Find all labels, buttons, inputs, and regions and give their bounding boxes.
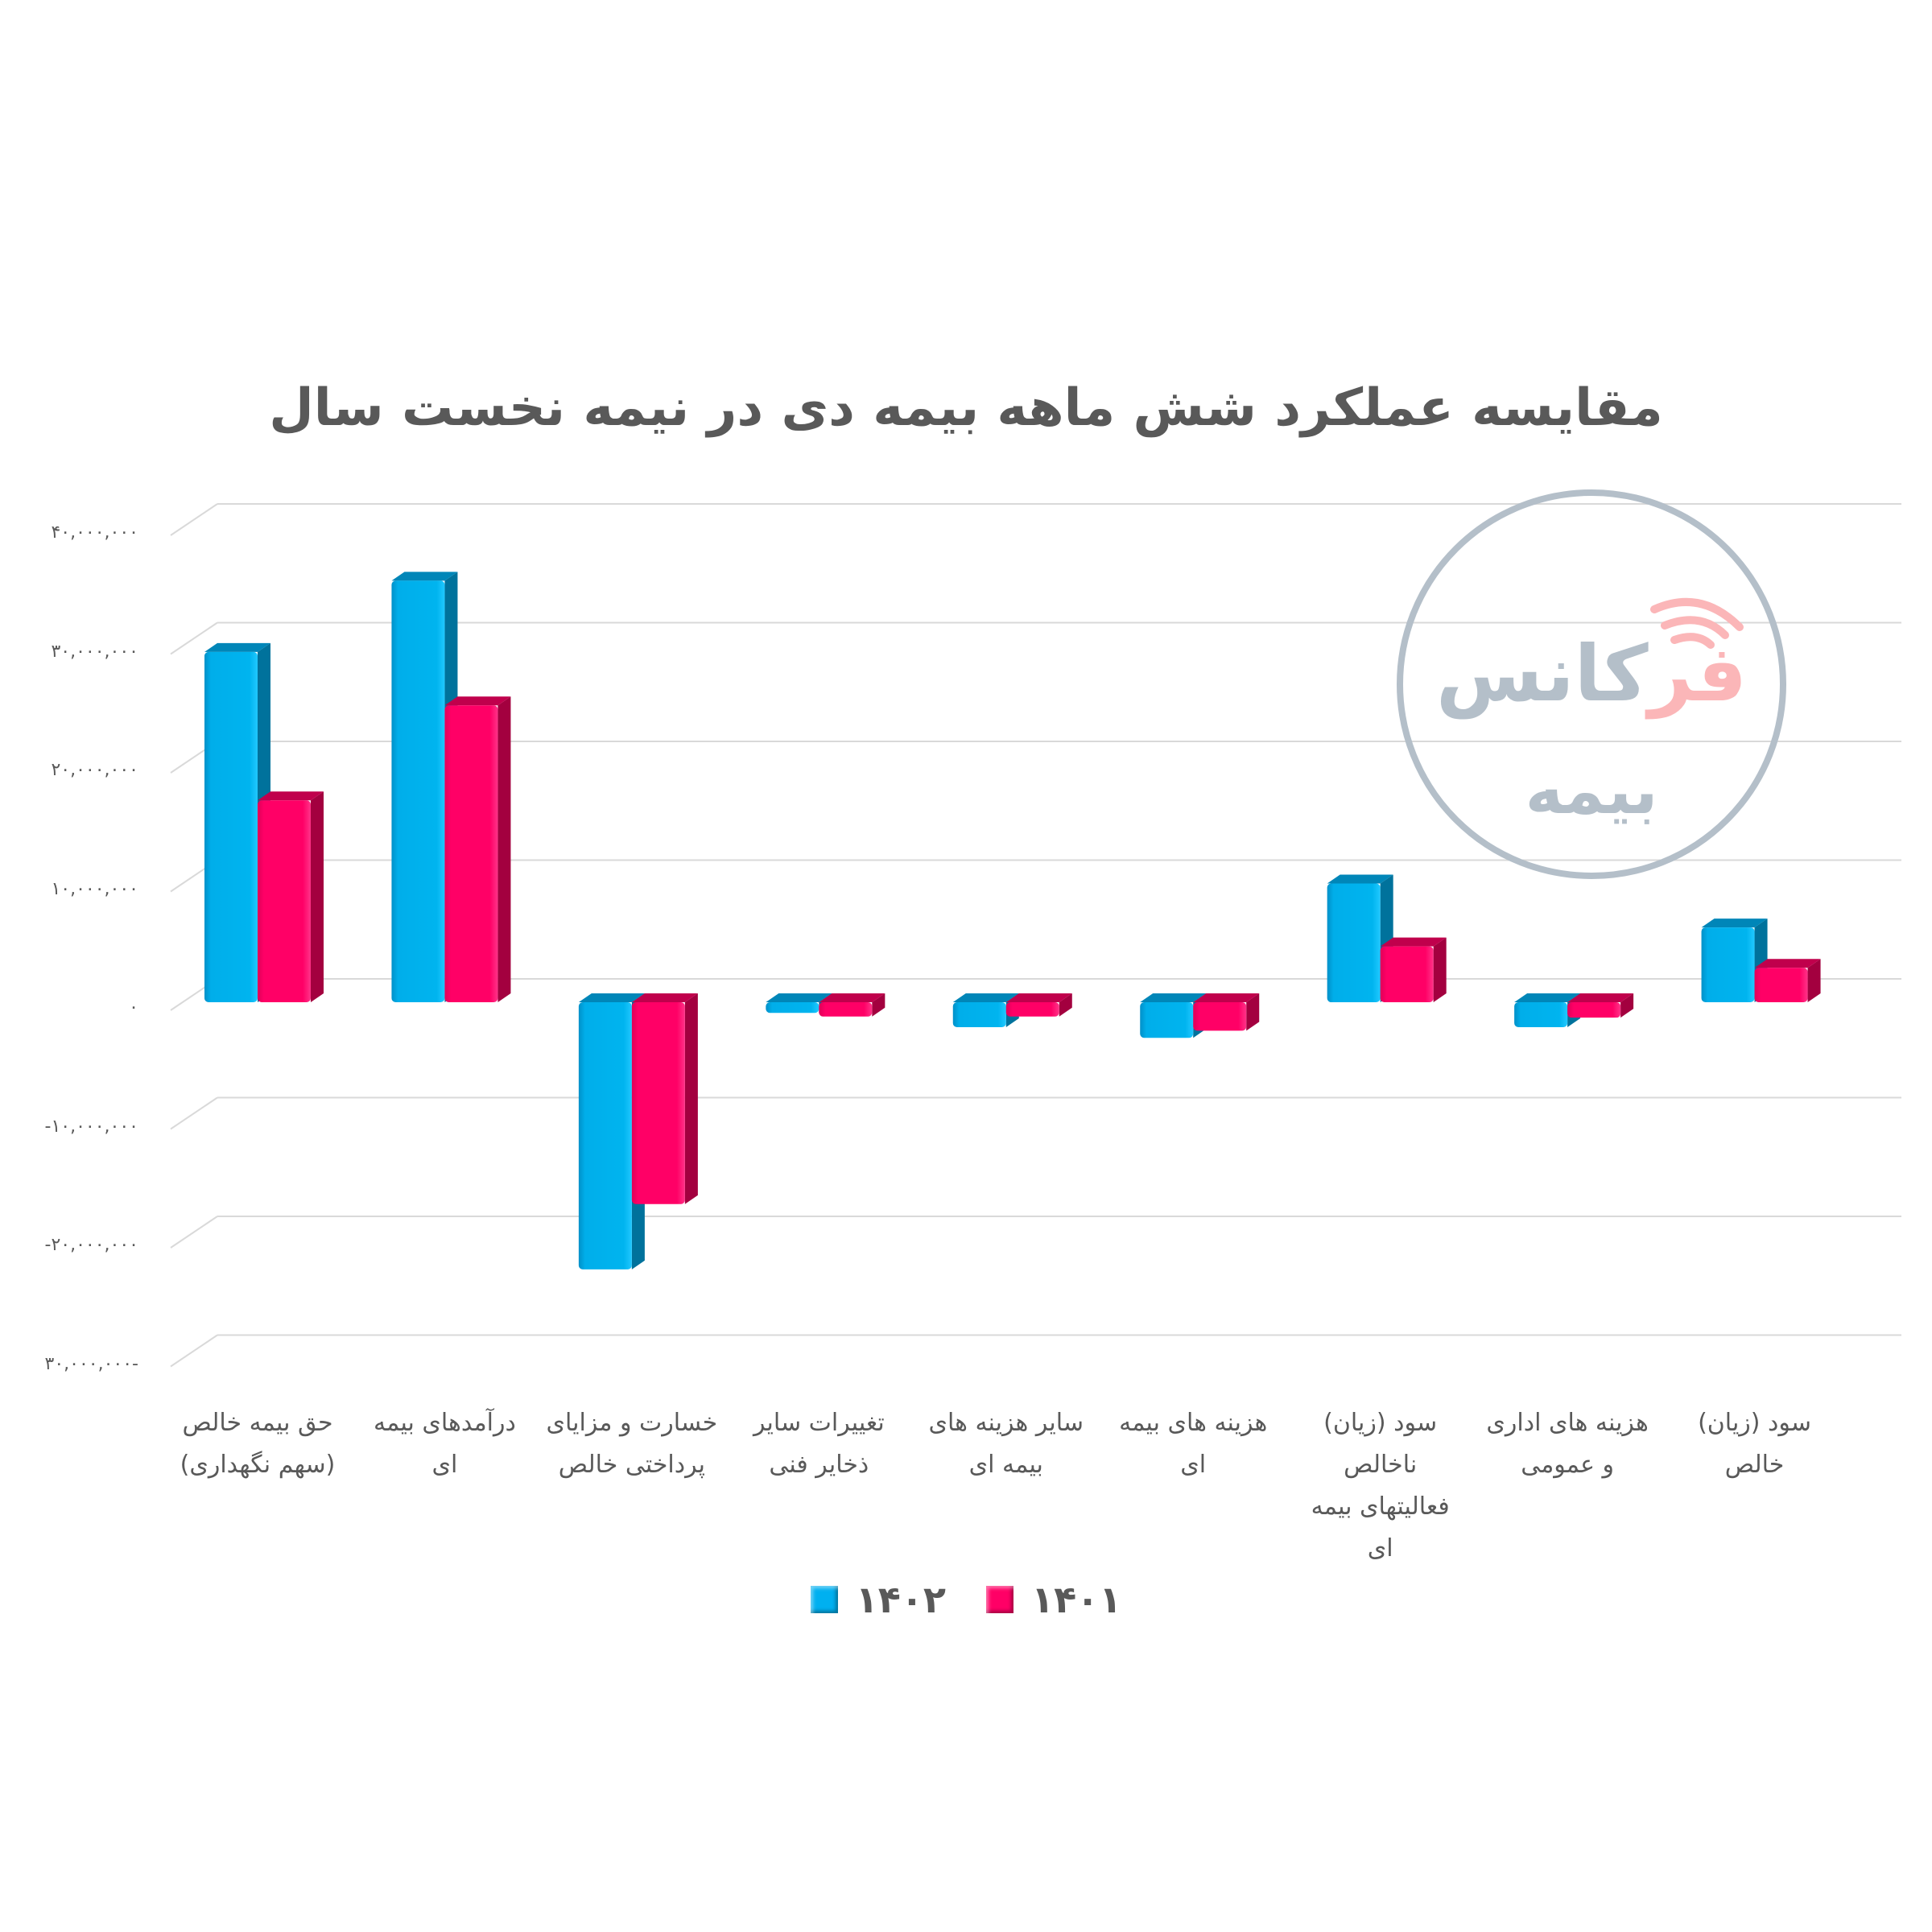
x-category-label-line: بیمه ای: [968, 1451, 1043, 1479]
x-category-label-line: هزینه های اداری: [1486, 1409, 1649, 1437]
x-category-label-line: درآمدهای بیمه: [374, 1409, 516, 1437]
x-category-label-line: خسارت و مزایای: [546, 1409, 718, 1437]
x-category-label: هزینه های اداری و عمومی: [1479, 1402, 1656, 1486]
chart-title: مقایسه عملکرد شش ماهه بیمه دی در نیمه نخ…: [269, 378, 1663, 438]
legend-swatch-1401: [986, 1586, 1013, 1613]
legend-label-1402: ۱۴۰۲: [855, 1578, 946, 1621]
x-category-label-line: ای: [1367, 1534, 1393, 1563]
bar-1401: [258, 791, 324, 1002]
y-tick-label: ۰: [129, 997, 138, 1018]
y-tick-label: -۱۰,۰۰۰,۰۰۰: [44, 1116, 138, 1137]
x-category-label-line: سود (زیان): [1323, 1409, 1438, 1437]
bar-1401: [1754, 959, 1821, 1002]
x-category-label: حق بیمه خالص (سهم نگهداری): [169, 1402, 346, 1486]
y-tick-label: ۳۰,۰۰۰,۰۰۰: [51, 641, 138, 662]
gridline-depth: [170, 1096, 218, 1130]
bar-1401: [1193, 993, 1260, 1031]
x-category-label-line: ناخالص: [1344, 1451, 1418, 1479]
bar-1401: [1380, 937, 1447, 1002]
y-tick-label: ۲۰,۰۰۰,۰۰۰: [51, 760, 138, 780]
x-category-label: سود (زیان) خالص: [1666, 1402, 1843, 1486]
x-category-label-line: حق بیمه خالص: [182, 1409, 333, 1437]
x-category-label: تغییرات سایر ذخایر فنی: [730, 1402, 907, 1486]
x-category-label-line: سود (زیان): [1698, 1409, 1812, 1437]
watermark-logo: فرکانس بیمه: [1397, 489, 1786, 879]
bar-1401: [819, 993, 886, 1017]
bar-1401: [631, 993, 698, 1204]
x-category-label: هزینه های بیمه ای: [1104, 1402, 1282, 1486]
x-category-label-line: تغییرات سایر: [753, 1409, 885, 1437]
x-category-label: درآمدهای بیمه ای: [356, 1402, 533, 1486]
bar-1401: [1005, 993, 1072, 1017]
legend-swatch-1402: [810, 1586, 838, 1613]
legend-label-1401: ۱۴۰۱: [1031, 1578, 1122, 1621]
x-category-label-line: و عمومی: [1521, 1451, 1615, 1479]
gridline-depth: [170, 621, 218, 655]
x-category-label-line: هزینه های بیمه: [1119, 1409, 1268, 1437]
x-category-label-line: ای: [431, 1451, 458, 1479]
legend-item-1402[interactable]: ۱۴۰۲: [810, 1578, 946, 1621]
x-category-label-line: فعالیتهای بیمه: [1311, 1492, 1450, 1521]
x-category-label-line: خالص: [1724, 1451, 1785, 1479]
watermark-accent: فر: [1648, 629, 1748, 719]
y-tick-label: -۲۰,۰۰۰,۰۰۰: [44, 1235, 138, 1255]
x-category-label: سود (زیان) ناخالص فعالیتهای بیمه ای: [1292, 1402, 1469, 1570]
y-tick-label: ۳۰,۰۰۰,۰۰۰-: [44, 1353, 138, 1374]
watermark-brand: فرکانس: [1403, 629, 1780, 719]
watermark-sub: بیمه: [1525, 753, 1658, 828]
x-category-label-line: ذخایر فنی: [769, 1451, 869, 1479]
wifi-signal-icon: [1650, 597, 1744, 649]
y-tick-label: ۱۰,۰۰۰,۰۰۰: [51, 878, 138, 899]
gridline-depth: [170, 1334, 218, 1368]
x-category-label-line: ای: [1180, 1451, 1207, 1479]
bar-1401: [444, 696, 511, 1002]
y-tick-label: ۴۰,۰۰۰,۰۰۰: [51, 522, 138, 543]
x-category-label: سایر هزینه های بیمه ای: [918, 1402, 1095, 1486]
bar-1401: [1567, 993, 1634, 1018]
x-category-label: خسارت و مزایای پرداختی خالص: [543, 1402, 720, 1486]
bar-series: [204, 572, 1821, 1269]
x-category-label-line: سایر هزینه های: [928, 1409, 1084, 1437]
x-category-label-line: پرداختی خالص: [558, 1451, 706, 1479]
x-category-label-line: (سهم نگهداری): [180, 1451, 336, 1479]
watermark-main: کانس: [1435, 629, 1649, 719]
gridline-depth: [170, 503, 218, 536]
legend: ۱۴۰۲ ۱۴۰۱: [0, 1578, 1932, 1621]
gridline-depth: [170, 1216, 218, 1249]
legend-item-1401[interactable]: ۱۴۰۱: [986, 1578, 1121, 1621]
